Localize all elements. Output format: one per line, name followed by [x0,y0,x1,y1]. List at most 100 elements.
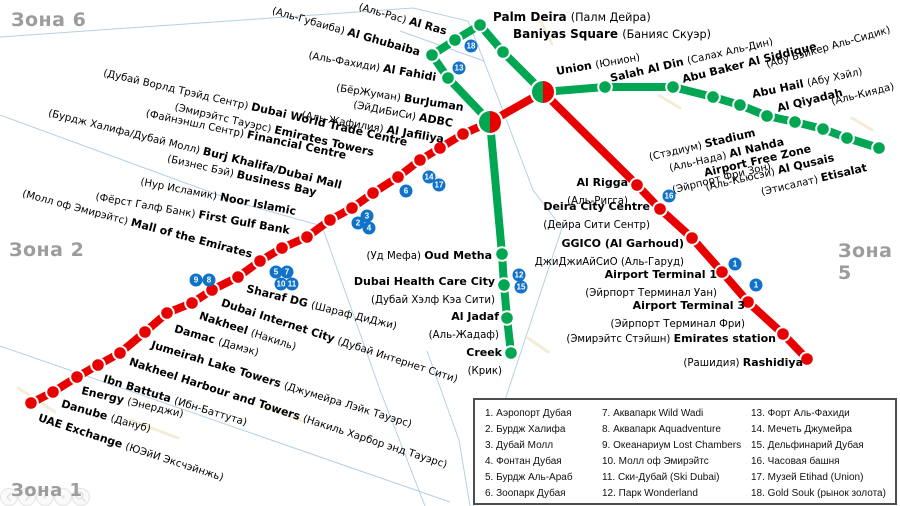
road-hint [526,336,550,354]
station-al-ras [447,32,463,48]
station-palm-deira [472,17,488,33]
station-al-jafiliya [432,140,448,156]
station-ibn-battuta [90,357,106,373]
legend-item: 4. Фонтан Дубая [485,456,562,468]
station-noor-islamic [299,229,315,245]
legend-item: 17. Музей Etihad (Union) [751,472,864,484]
magnifier-handle [81,497,86,502]
station-burj-khalifa-dubai-mall [344,200,360,216]
station-nakheel [184,295,200,311]
station-al-qiyadah [732,97,748,113]
control-circle[interactable] [71,487,91,506]
stations [23,17,887,411]
road-hint [658,94,682,110]
station-oud-metha [494,246,510,262]
station-baniyas-square [495,44,511,60]
station-al-qusais [839,130,855,146]
station-danube [45,384,61,400]
station-dubai-world-trade-centre [412,152,428,168]
station-dubai-internet-city [204,282,220,298]
station-stadium [759,108,775,124]
legend-item: 7. Аквапарк Wild Wadi [602,408,704,419]
legend-column-2: 7. Аквапарк Wild Wadi 8. Аквапарк Aquadve… [602,406,741,503]
legend-item: 10. Молл оф Эмирэйтс [602,456,709,468]
chevron-right-icon [24,492,31,502]
legend-column-3: 13. Форт Аль-Фахиди 14. Мечеть Джумейра 15… [751,406,886,503]
station-al-fahidi [440,70,456,86]
station-abu-baker-al-siddique [665,79,681,95]
zone-boundary-line [0,7,485,62]
legend-item: 12. Парк Wonderland [602,488,698,500]
control-circle[interactable] [0,487,19,506]
legend-item: 3. Дубай Молл [485,440,554,452]
road-hint [260,404,307,424]
station-sharaf-dg [230,269,246,285]
legend-column-1: 1. Аэропорт Дубая 2. Бурдж Халифа 3. Дубай… [485,406,573,503]
station-mall-of-the-emirates [252,253,268,269]
chevron-right-control[interactable] [17,487,37,506]
station-uae-exchange [23,395,39,411]
road-hint [538,18,554,46]
interchange-green-half [532,81,543,103]
legend-item: 8. Аквапарк Aquadventure [602,424,721,436]
interchange-red-half [543,81,554,103]
road-hint [423,166,442,182]
station-damac [159,305,175,321]
chevron-left-control[interactable] [0,487,19,506]
control-circle[interactable] [17,487,37,506]
station-al-nahda [787,114,803,130]
interchange-union [529,78,557,106]
station-nakheel-harbour-and-towers [112,345,128,361]
chevron-left-icon [5,492,12,502]
station-airport-terminal-3 [740,294,756,310]
legend-item: 1. Аэропорт Дубая [485,408,572,419]
dot-icon [43,495,47,499]
station-deira-city-centre [652,201,668,217]
zone-boundary-line [426,350,471,506]
legend-item: 6. Зоопарк Дубая [485,488,566,500]
station-al-ghubaiba [424,47,440,63]
station-adbc [455,126,471,142]
legend-item: 11. Ски-Дубай (Ski Dubai) [602,472,720,484]
magnifier-control[interactable] [71,487,91,506]
dot-control[interactable] [53,487,73,506]
station-abu-hail [705,89,721,105]
map-controls [0,487,91,506]
legend-item: 16. Часовая башня [751,456,840,468]
station-jumeirah-lake-towers [137,324,153,340]
legend-item: 14. Мечеть Джумейра [751,424,852,436]
metro-lines [27,21,883,407]
dot-control[interactable] [35,487,55,506]
zone-boundary-line [0,345,451,503]
legend-box: 1. Аэропорт Дубая 2. Бурдж Халифа 3. Дубай… [473,398,897,505]
interchange-green-half [479,111,490,133]
road-hint [128,418,180,440]
legend-item: 15. Дельфинарий Дубая [751,440,864,452]
legend-item: 13. Форт Аль-Фахиди [751,408,850,419]
zone-boundary-line [0,114,426,506]
station-emirates-station [775,326,791,342]
magnifier-icon [75,491,84,500]
station-al-rigga [629,177,645,193]
legend-item: 5. Бурдж Аль-Араб [485,472,573,484]
station-financial-centre [365,185,381,201]
station-salah-al-din [597,79,613,95]
interchange-red-half [490,111,501,133]
station-business-bay [322,212,338,228]
green-line [428,21,883,357]
station-dubai-health-care-city [496,277,512,293]
station-al-jadaf [499,310,515,326]
station-airport-free-zone [815,121,831,137]
legend-item: 9. Океанариум Lost Chambers [602,440,742,452]
station-first-gulf-bank [274,240,290,256]
station-airport-terminal-1 [714,264,730,280]
station-rashidiya [799,351,815,367]
legend-item: 18. Gold Souk (рынок золота) [751,488,886,500]
legend-item: 2. Бурдж Халифа [485,424,566,436]
interchange-stations [476,78,557,136]
red-line [27,88,811,407]
station-creek [503,345,519,361]
station-emirates-towers [390,169,406,185]
